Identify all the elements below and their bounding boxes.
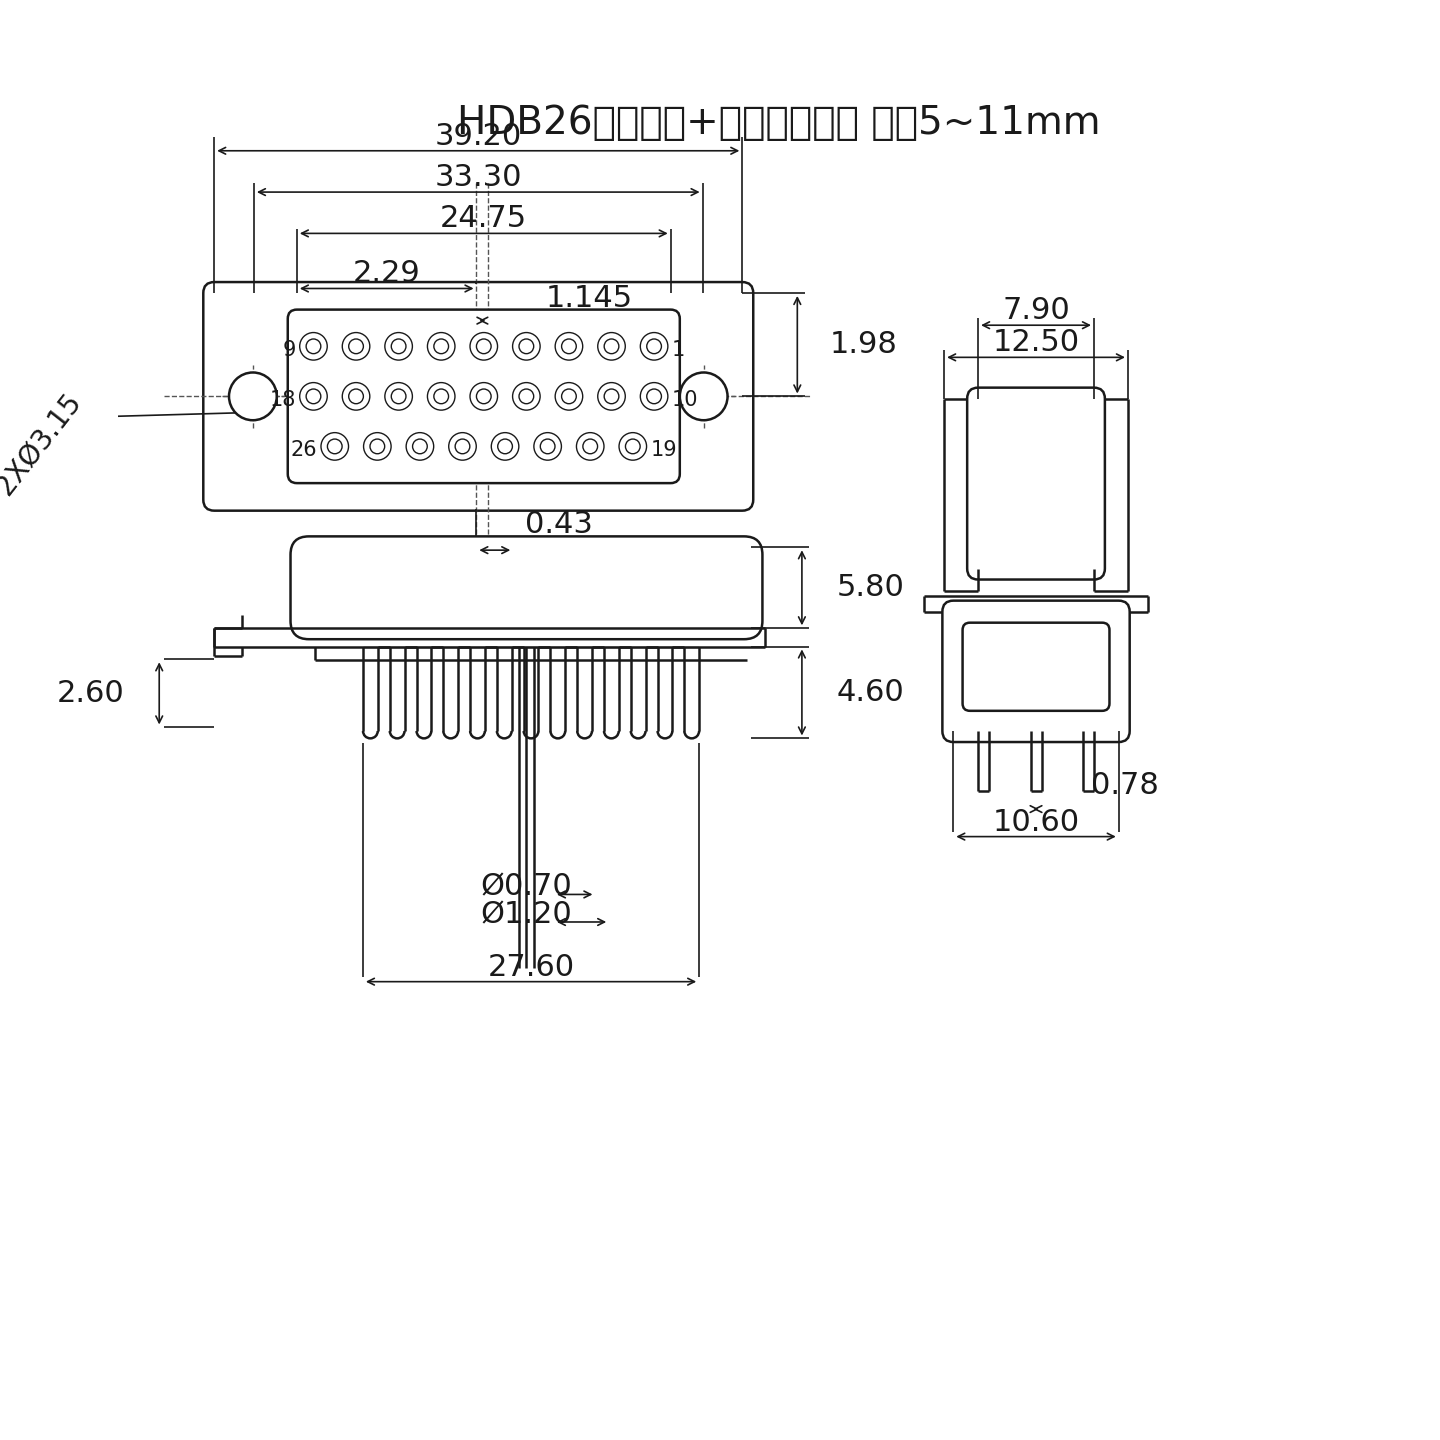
Circle shape (449, 432, 477, 461)
Circle shape (540, 439, 554, 454)
Circle shape (556, 383, 583, 410)
Circle shape (556, 333, 583, 360)
Circle shape (384, 333, 412, 360)
Text: 7.90: 7.90 (1002, 297, 1070, 325)
FancyBboxPatch shape (203, 282, 753, 511)
Text: 10.60: 10.60 (992, 808, 1080, 837)
Text: 26: 26 (291, 441, 317, 459)
Circle shape (680, 373, 727, 420)
Circle shape (605, 389, 619, 403)
Text: 2.29: 2.29 (353, 259, 420, 288)
FancyBboxPatch shape (968, 387, 1104, 579)
FancyBboxPatch shape (291, 536, 762, 639)
Text: 24.75: 24.75 (441, 204, 527, 233)
Circle shape (327, 439, 343, 454)
Circle shape (583, 439, 598, 454)
Circle shape (498, 439, 513, 454)
Circle shape (370, 439, 384, 454)
Text: 0.43: 0.43 (526, 510, 593, 539)
Circle shape (343, 333, 370, 360)
Circle shape (469, 383, 498, 410)
Circle shape (406, 432, 433, 461)
Circle shape (392, 338, 406, 354)
Circle shape (562, 338, 576, 354)
Circle shape (455, 439, 469, 454)
Circle shape (518, 389, 534, 403)
Circle shape (300, 333, 327, 360)
Circle shape (576, 432, 603, 461)
Circle shape (300, 383, 327, 410)
Text: 18: 18 (269, 390, 297, 410)
Text: 10: 10 (671, 390, 698, 410)
Text: 27.60: 27.60 (488, 953, 575, 982)
Text: 12.50: 12.50 (992, 328, 1080, 357)
Circle shape (343, 383, 370, 410)
Text: Ø0.70: Ø0.70 (481, 873, 572, 901)
Circle shape (513, 333, 540, 360)
Circle shape (477, 338, 491, 354)
FancyBboxPatch shape (942, 600, 1129, 742)
Circle shape (647, 389, 661, 403)
Text: 2.60: 2.60 (56, 678, 124, 708)
Circle shape (625, 439, 641, 454)
Circle shape (413, 439, 428, 454)
Circle shape (605, 338, 619, 354)
Text: HDB26母頭燊線+防水直式接頭 線徑5~11mm: HDB26母頭燊線+防水直式接頭 線徑5~11mm (458, 104, 1100, 143)
Circle shape (534, 432, 562, 461)
Circle shape (518, 338, 534, 354)
Circle shape (641, 383, 668, 410)
Circle shape (433, 338, 448, 354)
Circle shape (433, 389, 448, 403)
Circle shape (307, 338, 321, 354)
Text: 33.30: 33.30 (435, 163, 523, 192)
Circle shape (321, 432, 348, 461)
Text: 1.98: 1.98 (829, 330, 897, 359)
Circle shape (363, 432, 392, 461)
FancyBboxPatch shape (962, 622, 1109, 711)
Circle shape (348, 389, 363, 403)
Circle shape (229, 373, 276, 420)
Circle shape (348, 338, 363, 354)
Circle shape (428, 383, 455, 410)
Circle shape (469, 333, 498, 360)
Text: 1: 1 (671, 340, 685, 360)
Circle shape (307, 389, 321, 403)
Circle shape (392, 389, 406, 403)
Text: 0.78: 0.78 (1092, 770, 1159, 799)
Circle shape (491, 432, 518, 461)
Circle shape (477, 389, 491, 403)
Circle shape (619, 432, 647, 461)
Circle shape (428, 333, 455, 360)
Text: 9: 9 (282, 340, 297, 360)
Circle shape (562, 389, 576, 403)
FancyBboxPatch shape (288, 310, 680, 484)
Text: Ø1.20: Ø1.20 (481, 900, 572, 929)
Text: 1.145: 1.145 (546, 284, 634, 314)
Circle shape (598, 383, 625, 410)
Text: 5.80: 5.80 (837, 573, 904, 602)
Text: 19: 19 (651, 441, 677, 459)
Circle shape (598, 333, 625, 360)
Text: 39.20: 39.20 (435, 122, 521, 151)
Circle shape (384, 383, 412, 410)
Circle shape (647, 338, 661, 354)
Circle shape (513, 383, 540, 410)
Circle shape (641, 333, 668, 360)
Text: 2XØ3.15: 2XØ3.15 (0, 389, 88, 501)
Text: 4.60: 4.60 (837, 678, 904, 707)
